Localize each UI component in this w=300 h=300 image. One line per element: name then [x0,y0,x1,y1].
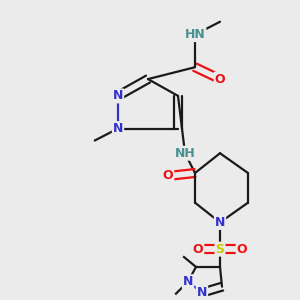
Text: S: S [215,243,224,256]
Text: O: O [193,243,203,256]
Text: N: N [113,89,123,102]
Text: N: N [183,275,193,288]
Text: N: N [113,122,123,135]
Text: O: O [163,169,173,182]
Text: N: N [215,216,225,229]
Text: O: O [237,243,247,256]
Text: O: O [215,73,225,85]
Text: N: N [197,286,207,299]
Text: HN: HN [184,28,206,41]
Text: NH: NH [175,147,195,160]
